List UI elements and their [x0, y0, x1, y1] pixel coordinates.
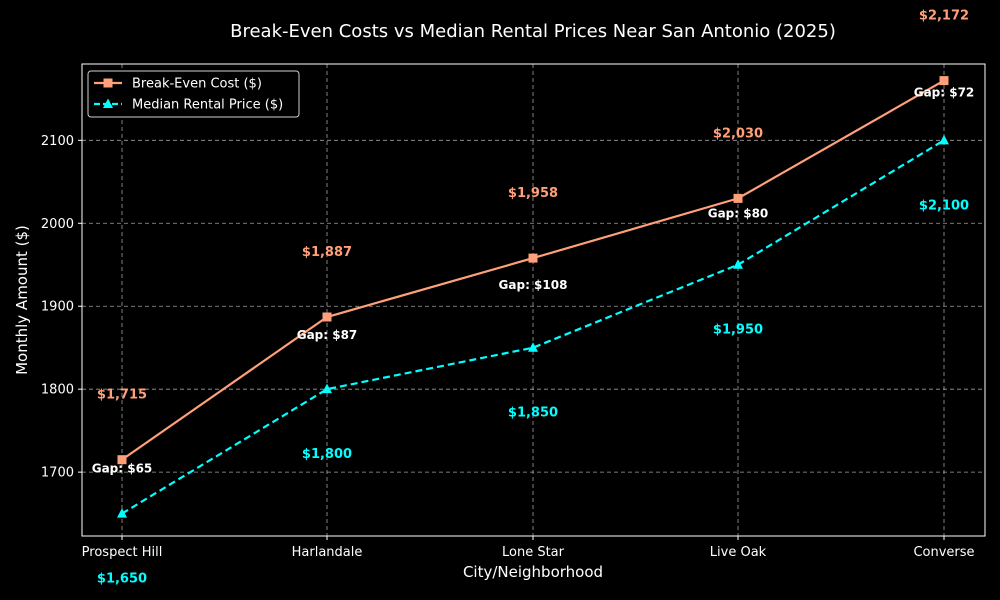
x-tick-label: Live Oak [710, 545, 767, 560]
y-tick-label: 1700 [41, 466, 74, 481]
median-rent-marker [528, 342, 538, 352]
break-even-marker [117, 455, 127, 465]
break-even-value-label: $1,887 [302, 245, 352, 260]
median-rent-value-label: $2,100 [919, 198, 969, 213]
y-tick-label: 2100 [41, 134, 74, 149]
x-axis-label: City/Neighborhood [463, 563, 603, 581]
break-even-value-label: $1,715 [97, 388, 147, 403]
gap-label: Gap: $87 [297, 328, 358, 342]
median-rent-marker [322, 383, 332, 394]
legend-box [87, 70, 300, 118]
gap-label: Gap: $65 [92, 462, 153, 476]
x-tick-label: Harlandale [292, 545, 363, 560]
median-rent-marker [117, 508, 127, 518]
chart-title: Break-Even Costs vs Median Rental Prices… [230, 21, 836, 42]
median-rent-line [121, 139, 945, 515]
y-axis-label: Monthly Amount ($) [13, 225, 31, 375]
y-axis-ticks: 1700 1800 1900 2000 2100 [41, 134, 82, 481]
median-rent-value-label: $1,800 [302, 447, 352, 462]
grid-layer [82, 64, 985, 536]
legend: Break-Even Cost ($) Median Rental Price (… [87, 70, 300, 118]
break-even-value-label: $2,172 [919, 9, 969, 24]
median-rent-marker [733, 259, 743, 269]
break-even-marker [528, 253, 538, 263]
break-even-marker [939, 76, 949, 86]
break-even-legend-marker [103, 78, 113, 88]
label-layer: $1,715 $1,887 $1,958 $2,030 $2,172 $1,650 $1,8… [92, 9, 975, 587]
gap-label: Gap: $72 [914, 85, 975, 99]
break-even-value-label: $2,030 [713, 126, 763, 141]
x-tick-label: Lone Star [502, 545, 565, 560]
median-rent-legend-label: Median Rental Price ($) [132, 98, 283, 113]
break-even-marker [322, 312, 332, 322]
break-even-legend-label: Break-Even Cost ($) [132, 77, 262, 92]
median-rent-marker [939, 134, 949, 145]
gap-label: Gap: $108 [499, 278, 568, 292]
x-tick-label: Prospect Hill [82, 545, 163, 560]
y-tick-label: 1900 [41, 300, 74, 315]
legend-items: Break-Even Cost ($) Median Rental Price (… [94, 77, 283, 113]
y-tick-label: 2000 [41, 217, 74, 232]
x-tick-label: Converse [913, 545, 974, 560]
gap-label: Gap: $80 [708, 207, 769, 221]
break-even-marker [733, 193, 743, 203]
y-tick-label: 1800 [41, 383, 74, 398]
x-axis-ticks: Prospect Hill Harlandale Lone Star Live Oak… [82, 536, 975, 560]
median-rent-value-label: $1,950 [713, 323, 763, 338]
break-even-value-label: $1,958 [508, 186, 558, 201]
median-rent-value-label: $1,650 [97, 572, 147, 587]
median-rent-value-label: $1,850 [508, 406, 558, 421]
series-layer [117, 76, 949, 518]
median-rent-legend-marker [103, 98, 113, 108]
